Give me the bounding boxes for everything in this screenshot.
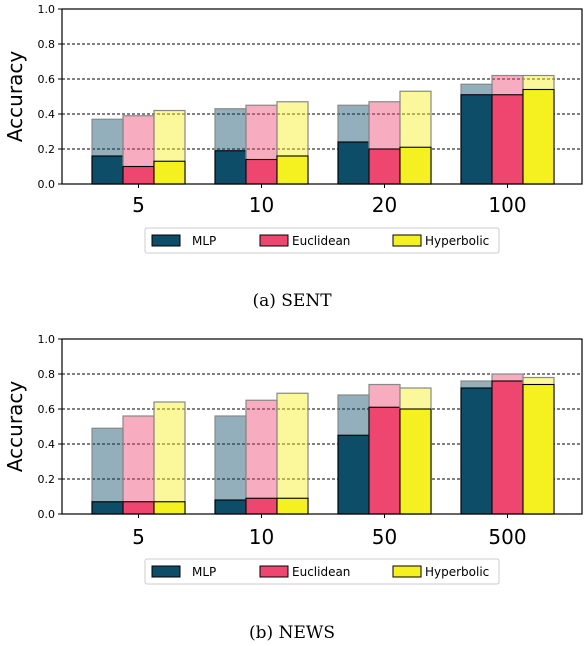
y-axis-label: Accuracy	[3, 51, 27, 142]
x-tick-label: 10	[249, 525, 274, 549]
y-tick-label: 0.0	[38, 178, 56, 191]
y-tick-label: 0.8	[38, 368, 56, 381]
bar	[214, 150, 247, 185]
x-tick-label: 50	[372, 525, 397, 549]
y-tick-label: 0.4	[38, 438, 56, 451]
bar	[337, 434, 370, 515]
plot-frame	[61, 338, 583, 515]
bar-upper	[91, 427, 124, 515]
bar	[368, 148, 401, 185]
y-tick-label: 0.8	[38, 38, 56, 51]
bar	[460, 387, 493, 515]
y-tick-label: 1.0	[38, 3, 56, 16]
bar	[153, 160, 186, 185]
y-tick-label: 0.6	[38, 403, 56, 416]
bar	[153, 501, 186, 515]
legend-swatch	[392, 234, 422, 247]
legend: MLP Euclidean Hyperbolic	[144, 227, 500, 254]
bar	[245, 497, 278, 515]
legend-swatch	[151, 234, 181, 247]
bar	[245, 158, 278, 185]
y-tick-label: 1.0	[38, 333, 56, 346]
bar	[91, 501, 124, 515]
x-tick-label: 20	[372, 193, 397, 217]
bar	[122, 501, 155, 515]
bar	[214, 499, 247, 515]
chart-panel-0: 0.0 0.2 0.4 0.6 0.8 1.0 5 10 20 100 Accuracy MLP Euc…	[3, 3, 583, 311]
bar-upper	[122, 415, 155, 515]
x-tick-label: 10	[249, 193, 274, 217]
legend-label: Hyperbolic	[425, 234, 489, 248]
bar-upper	[245, 399, 278, 515]
legend-box	[144, 558, 500, 585]
legend-label: Euclidean	[292, 565, 350, 579]
y-tick-label: 0.6	[38, 73, 56, 86]
y-tick-label: 0.4	[38, 108, 56, 121]
legend-swatch	[392, 565, 422, 578]
y-tick-label: 0.2	[38, 143, 56, 156]
bar	[337, 141, 370, 185]
x-tick-label: 500	[488, 525, 526, 549]
legend-label: MLP	[192, 565, 216, 579]
legend: MLP Euclidean Hyperbolic	[144, 558, 500, 585]
x-tick-label: 5	[132, 525, 145, 549]
bar	[399, 146, 432, 185]
bar	[522, 88, 555, 185]
legend-label: MLP	[192, 234, 216, 248]
bar-upper	[153, 401, 186, 515]
bar	[491, 94, 524, 185]
plot-frame	[61, 8, 583, 185]
x-tick-label: 100	[488, 193, 526, 217]
bar	[368, 406, 401, 515]
bar	[460, 94, 493, 185]
legend-box	[144, 227, 500, 254]
legend-label: Euclidean	[292, 234, 350, 248]
bar-upper	[276, 392, 309, 515]
bar	[276, 497, 309, 515]
bar-upper	[214, 415, 247, 515]
y-tick-label: 0.0	[38, 508, 56, 521]
figure-caption: (b) NEWS	[249, 623, 335, 643]
legend-swatch	[259, 565, 289, 578]
legend-swatch	[259, 234, 289, 247]
bar	[91, 155, 124, 185]
x-tick-label: 5	[132, 193, 145, 217]
bar	[276, 155, 309, 185]
bar	[399, 408, 432, 515]
y-tick-label: 0.2	[38, 473, 56, 486]
bar	[122, 165, 155, 185]
chart-panel-1: 0.0 0.2 0.4 0.6 0.8 1.0 5 10 50 500 Accuracy MLP Euc…	[3, 333, 583, 643]
bar	[522, 383, 555, 515]
legend-label: Hyperbolic	[425, 565, 489, 579]
y-axis-label: Accuracy	[3, 381, 27, 472]
figure-caption: (a) SENT	[252, 291, 332, 311]
bar	[491, 380, 524, 515]
legend-swatch	[151, 565, 181, 578]
